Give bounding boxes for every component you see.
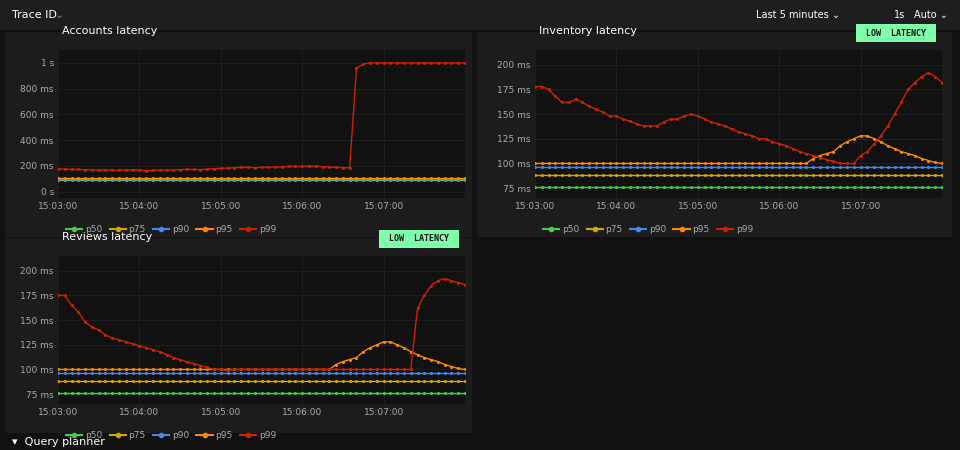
Legend: p50, p75, p90, p95, p99: p50, p75, p90, p95, p99 (540, 222, 756, 238)
Text: Reviews latency: Reviews latency (62, 232, 153, 242)
Text: ⌄: ⌄ (55, 10, 64, 20)
Text: Inventory latency: Inventory latency (539, 26, 637, 36)
Text: LOW  LATENCY: LOW LATENCY (866, 28, 926, 37)
Text: Accounts latency: Accounts latency (62, 26, 157, 36)
Text: LOW  LATENCY: LOW LATENCY (389, 234, 449, 243)
Text: 1s: 1s (894, 10, 905, 20)
Text: Auto ⌄: Auto ⌄ (914, 10, 948, 20)
Text: ▾  Query planner: ▾ Query planner (12, 437, 105, 447)
Text: Last 5 minutes ⌄: Last 5 minutes ⌄ (756, 10, 840, 20)
Legend: p50, p75, p90, p95, p99: p50, p75, p90, p95, p99 (62, 222, 279, 238)
Text: Trace ID: Trace ID (12, 10, 57, 20)
Legend: p50, p75, p90, p95, p99: p50, p75, p90, p95, p99 (62, 428, 279, 444)
